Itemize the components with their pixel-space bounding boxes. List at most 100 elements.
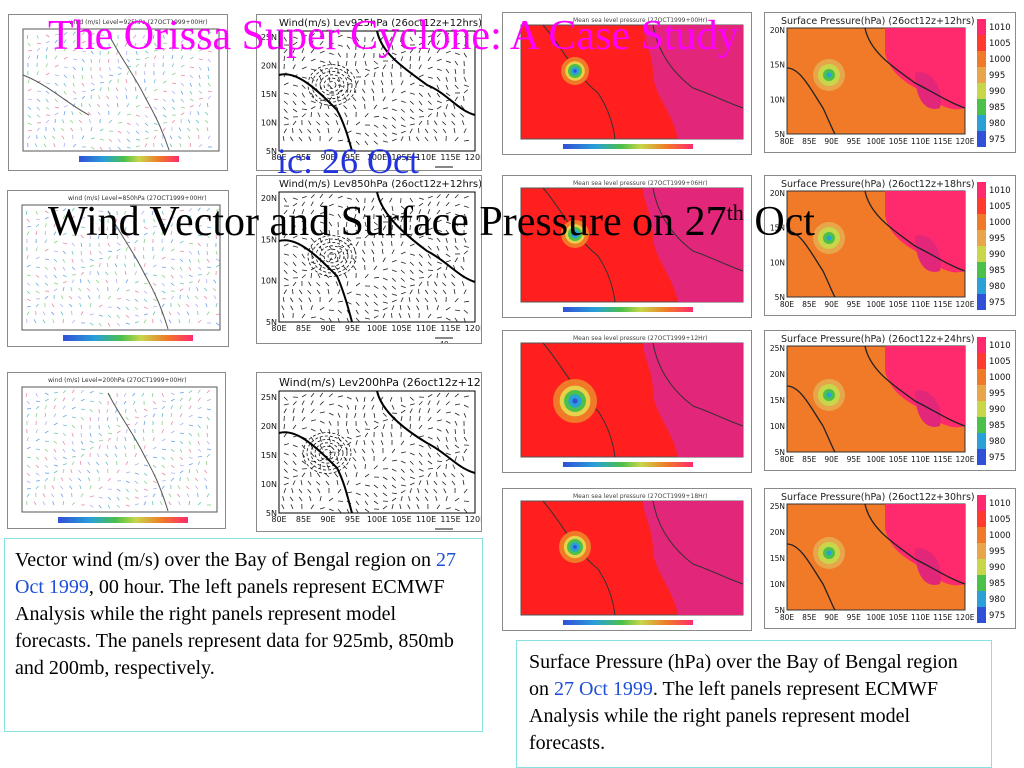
legend-swatch xyxy=(977,433,986,449)
legend-label: 1005 xyxy=(989,357,1011,367)
lat-tick-label: 5N xyxy=(266,147,277,156)
lon-tick-label: 120E xyxy=(465,153,481,162)
lat-tick-label: 20N xyxy=(261,62,277,71)
lat-tick-label: 20N xyxy=(261,422,277,431)
legend-label: 980 xyxy=(989,119,1005,129)
lon-tick-label: 105E xyxy=(391,153,411,162)
lon-tick-label: 110E xyxy=(416,153,436,162)
wind-analysis-200-plot: wind (m/s) Level=200hPa (27OCT1999+00Hr) xyxy=(21,377,218,523)
legend-swatch xyxy=(977,115,986,131)
legend-swatch xyxy=(977,67,986,83)
lat-tick-label: 5N xyxy=(775,448,785,457)
lon-tick-label: 80E xyxy=(780,137,795,146)
pressure-forecast-plot: Surface Pressure(hPa) (26oct12z+18hrs)20… xyxy=(770,179,1011,310)
legend-swatch xyxy=(977,543,986,559)
lat-tick-label: 10N xyxy=(770,95,785,104)
legend-swatch xyxy=(977,575,986,591)
legend-swatch xyxy=(977,294,986,310)
legend-swatch xyxy=(977,417,986,433)
lon-tick-label: 80E xyxy=(271,515,286,524)
legend-label: 995 xyxy=(989,389,1005,399)
legend-label: 980 xyxy=(989,595,1005,605)
pressure-caption-text-1: Surface Pressure (hPa) over the Bay of B… xyxy=(529,651,958,700)
plot-title: Surface Pressure(hPa) (26oct12z+12hrs) xyxy=(781,16,975,27)
plot-title: Surface Pressure(hPa) (26oct12z+30hrs) xyxy=(781,492,975,503)
legend-label: 1005 xyxy=(989,39,1011,49)
lat-tick-label: 10N xyxy=(770,422,785,431)
lon-tick-label: 120E xyxy=(955,300,974,309)
legend-swatch xyxy=(977,385,986,401)
lon-tick-label: 120E xyxy=(465,515,481,524)
lon-tick-label: 80E xyxy=(780,300,795,309)
lat-tick-label: 15N xyxy=(770,224,785,233)
wind-forecast-925-panel: Wind(m/s) Lev925hPa (26oct12z+12hrs) 25N… xyxy=(256,14,482,171)
lon-tick-label: 110E xyxy=(911,613,930,622)
pressure-caption: Surface Pressure (hPa) over the Bay of B… xyxy=(516,640,992,768)
legend-swatch xyxy=(977,51,986,67)
lat-tick-label: 15N xyxy=(261,90,277,99)
pressure-forecast-24-panel: Surface Pressure(hPa) (26oct12z+24hrs) 25… xyxy=(764,330,1016,471)
legend-label: 985 xyxy=(989,421,1005,431)
lon-tick-label: 100E xyxy=(866,613,885,622)
slide-title: The Orissa Super Cyclone: A Case Study xyxy=(48,13,739,59)
lat-tick-label: 10N xyxy=(261,119,277,128)
lon-tick-label: 95E xyxy=(847,613,862,622)
lon-tick-label: 100E xyxy=(367,153,387,162)
heading-main: Wind Vector and Surface Pressure on 27 xyxy=(48,199,727,245)
lon-tick-label: 115E xyxy=(933,613,952,622)
pressure-caption-text-2: . The left panels represent ECMWF Analys… xyxy=(529,678,938,754)
slide-subtitle: ic: 26 Oct xyxy=(277,141,419,181)
vector-reference-label: 40 xyxy=(440,169,449,170)
wind-caption-text-2: , 00 hour. The left panels represent ECM… xyxy=(15,576,454,679)
lon-tick-label: 85E xyxy=(296,153,311,162)
legend-label: 990 xyxy=(989,563,1005,573)
legend-label: 985 xyxy=(989,266,1005,276)
legend-label: 990 xyxy=(989,250,1005,260)
pressure-analysis-plot: Mean sea level pressure (27OCT1999+18Hr) xyxy=(520,493,744,625)
legend-label: 990 xyxy=(989,405,1005,415)
lat-tick-label: 10N xyxy=(261,480,277,489)
wind-analysis-925-plot: wind (m/s) Level=925hPa (27OCT1999+00Hr) xyxy=(22,19,220,162)
plot-title: Mean sea level pressure (27OCT1999+18Hr) xyxy=(573,493,707,500)
legend-swatch xyxy=(977,131,986,147)
lon-tick-label: 115E xyxy=(933,137,952,146)
wind-vector-field xyxy=(281,193,470,323)
plot-title: Mean sea level pressure (27OCT1999+06Hr) xyxy=(573,180,707,187)
legend-swatch xyxy=(977,198,986,214)
wind-caption-date-link[interactable]: 27 Oct 1999 xyxy=(15,549,457,598)
pressure-caption-date-link[interactable]: 27 Oct 1999 xyxy=(554,678,653,700)
lon-tick-label: 120E xyxy=(955,613,974,622)
lon-tick-label: 115E xyxy=(440,324,460,333)
lon-tick-label: 105E xyxy=(889,455,908,464)
lon-tick-label: 110E xyxy=(416,324,436,333)
wind-analysis-850-plot: wind (m/s) Level=850hPa (27OCT1999+00Hr) xyxy=(21,195,221,341)
legend-swatch xyxy=(977,449,986,465)
legend-swatch xyxy=(977,607,986,623)
legend-swatch xyxy=(977,99,986,115)
lon-tick-label: 90E xyxy=(824,613,839,622)
lat-tick-label: 25N xyxy=(770,502,785,511)
wind-forecast-200-plot: Wind(m/s) Lev200hPa (26oct12z+12hrs) 25N… xyxy=(261,376,481,530)
legend-label: 980 xyxy=(989,437,1005,447)
lon-tick-label: 100E xyxy=(866,455,885,464)
lat-tick-label: 5N xyxy=(775,606,785,615)
pressure-forecast-12-panel: Surface Pressure(hPa) (26oct12z+12hrs) 20… xyxy=(764,12,1016,153)
legend-label: 995 xyxy=(989,71,1005,81)
pressure-forecast-plot: Surface Pressure(hPa) (26oct12z+30hrs)25… xyxy=(770,492,1011,623)
pressure-analysis-18-panel: Mean sea level pressure (27OCT1999+18Hr) xyxy=(502,488,752,631)
plot-title: Wind(m/s) Lev850hPa (26oct12z+12hrs) xyxy=(279,179,481,190)
plot-title: wind (m/s) Level=925hPa (27OCT1999+00Hr) xyxy=(69,19,208,26)
legend-label: 1000 xyxy=(989,373,1011,383)
lat-tick-label: 25N xyxy=(261,393,277,402)
plot-title: Wind(m/s) Lev925hPa (26oct12z+12hrs) xyxy=(279,18,481,29)
lon-tick-label: 85E xyxy=(296,515,311,524)
vector-reference-label: 40 xyxy=(440,340,449,343)
pressure-analysis-00-panel: Mean sea level pressure (27OCT1999+00Hr) xyxy=(502,12,752,155)
cyclone-vortex xyxy=(302,432,352,474)
lat-tick-label: 25N xyxy=(261,33,277,42)
legend-label: 995 xyxy=(989,234,1005,244)
legend-label: 1010 xyxy=(989,186,1011,196)
legend-swatch xyxy=(977,337,986,353)
